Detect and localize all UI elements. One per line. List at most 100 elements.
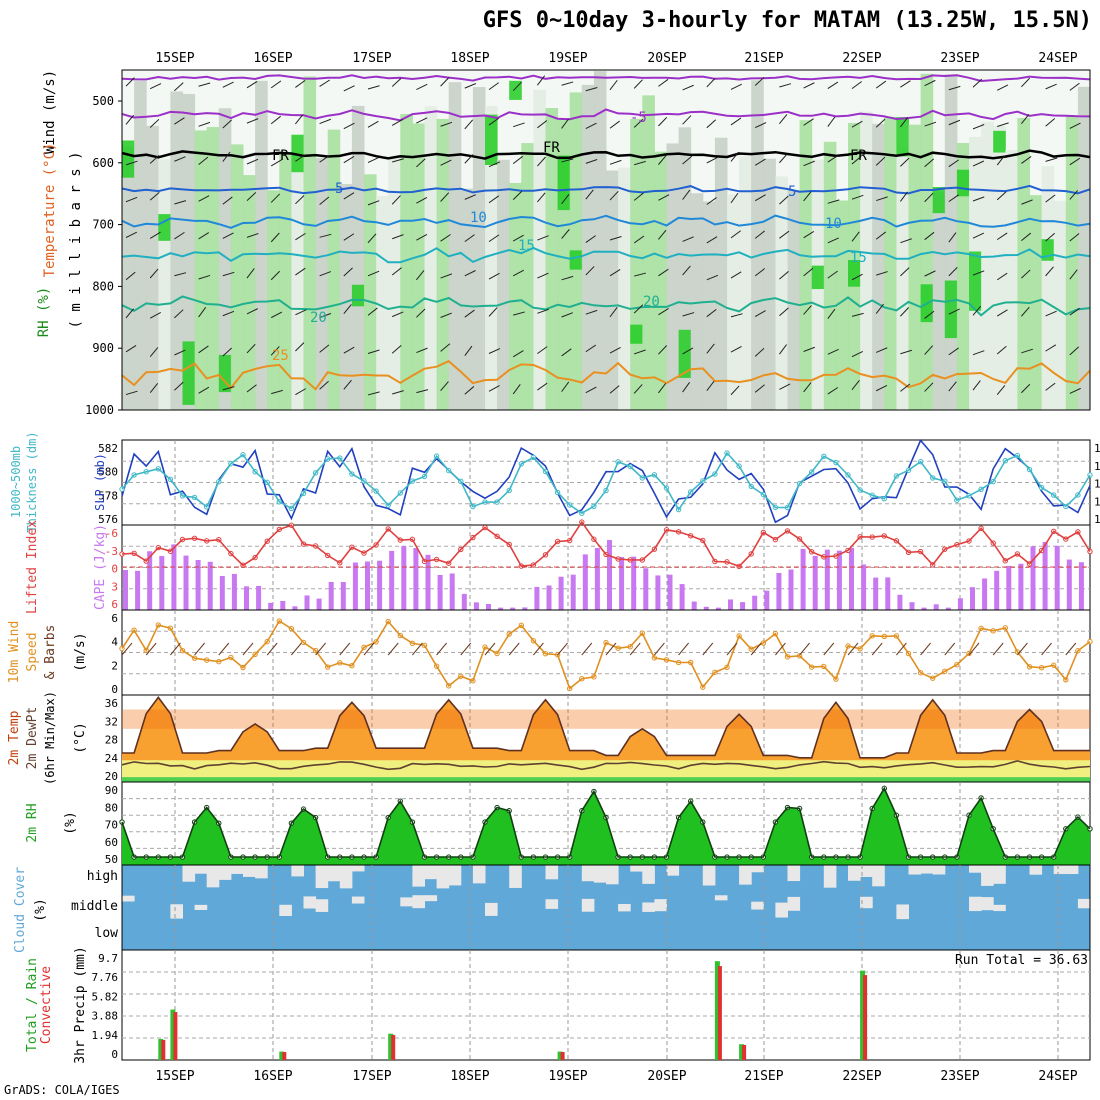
rh2m-tick: 50 bbox=[105, 853, 118, 866]
wind-barb bbox=[440, 234, 451, 242]
precip-panel-frame bbox=[121, 949, 1091, 1061]
li-tick: -3 bbox=[105, 545, 118, 558]
wind10-barb bbox=[896, 642, 907, 656]
rh-shade bbox=[182, 93, 196, 411]
wind-barb bbox=[513, 311, 525, 316]
wind-barb bbox=[634, 272, 646, 277]
wind-barb bbox=[996, 385, 1006, 395]
wind-barb bbox=[634, 160, 646, 166]
cape-bar bbox=[389, 550, 395, 610]
wind-barb bbox=[488, 234, 500, 243]
wind-barb bbox=[512, 350, 524, 358]
cloud-mid-gap bbox=[315, 899, 329, 912]
wind10-barb bbox=[557, 642, 568, 656]
wind10-barb bbox=[823, 642, 835, 656]
wind-barb bbox=[319, 313, 332, 318]
wind-barb bbox=[706, 197, 717, 205]
wind10-label-2: Speed bbox=[25, 632, 40, 671]
wind-barb bbox=[899, 191, 908, 202]
precip-axis-label: 3hr Precip (mm) bbox=[73, 946, 88, 1063]
wind-barb bbox=[1045, 157, 1058, 162]
pressure-tick-label: 1000 bbox=[85, 403, 114, 417]
wind-barb bbox=[585, 344, 597, 353]
wind-barb bbox=[512, 81, 522, 92]
bottom-day-label: 23SEP bbox=[940, 1069, 979, 1084]
wind-barb bbox=[1021, 114, 1030, 124]
wind10-barb bbox=[968, 642, 980, 656]
wind-barb bbox=[730, 345, 742, 353]
wind-barb bbox=[222, 271, 235, 277]
wind-barb bbox=[972, 196, 985, 202]
wind-barb bbox=[537, 346, 548, 355]
wind-barb bbox=[561, 229, 570, 239]
wind-barb bbox=[561, 312, 573, 318]
wind-barb bbox=[246, 80, 258, 89]
wind-barb bbox=[271, 389, 283, 395]
pressure-tick-label: 900 bbox=[92, 341, 114, 355]
rh-shade bbox=[666, 143, 680, 410]
wind-axis-label: Wind (m/s) bbox=[42, 70, 58, 154]
cape-bar bbox=[510, 607, 516, 610]
wind-barb bbox=[440, 381, 449, 392]
wind-barb bbox=[730, 151, 739, 162]
wind-barb bbox=[827, 199, 840, 204]
wind-barb bbox=[537, 156, 546, 167]
cape-bar bbox=[861, 564, 867, 610]
wind-barb bbox=[319, 155, 330, 163]
wind-barb bbox=[997, 122, 1009, 127]
wind10-barb bbox=[629, 642, 641, 656]
wind10-barb bbox=[218, 642, 230, 656]
wind-barb bbox=[198, 195, 210, 202]
t2m-tick: 32 bbox=[105, 715, 118, 728]
wind-barb bbox=[682, 265, 691, 276]
cloud-mid-gap bbox=[751, 901, 764, 910]
wind-barb bbox=[1021, 348, 1033, 354]
rh-shade bbox=[1017, 117, 1030, 410]
wind-barb bbox=[948, 267, 958, 277]
rh-shade bbox=[1005, 150, 1018, 411]
wind-barb bbox=[779, 230, 790, 239]
cape-bar bbox=[631, 556, 637, 610]
wind-barb bbox=[270, 232, 280, 243]
wind-barb bbox=[343, 155, 355, 164]
wind-barb bbox=[512, 269, 525, 277]
contour-label: 15 bbox=[850, 250, 867, 266]
rh-shade bbox=[460, 188, 474, 410]
cape-bar bbox=[957, 598, 963, 610]
wind-barb bbox=[803, 305, 812, 315]
wind-barb bbox=[754, 158, 766, 166]
wind-barb bbox=[149, 191, 160, 201]
wind-barb bbox=[295, 342, 305, 352]
wind-barb bbox=[174, 117, 185, 125]
wind-barb bbox=[198, 345, 209, 354]
wind-barb bbox=[1069, 307, 1080, 316]
wind10-barb bbox=[581, 642, 593, 656]
wind-barb bbox=[875, 231, 887, 240]
wind-barb bbox=[270, 193, 281, 203]
precip-total-label: Total / Rain bbox=[25, 958, 40, 1052]
wind-barb bbox=[1069, 190, 1079, 200]
cape-bar bbox=[219, 575, 225, 610]
wind-barb bbox=[996, 232, 1008, 241]
cloud-high-gap bbox=[1065, 865, 1079, 875]
rh-high-patch bbox=[351, 284, 365, 307]
rh-shade bbox=[388, 157, 401, 410]
wind-barb bbox=[149, 347, 159, 358]
wind-barb bbox=[827, 81, 839, 90]
cape-bar bbox=[1078, 562, 1084, 610]
wind-barb bbox=[222, 386, 235, 391]
wind-barb bbox=[706, 119, 717, 129]
wind-barb bbox=[416, 308, 426, 318]
cloud-high-gap bbox=[291, 865, 304, 877]
wind-barb bbox=[198, 156, 209, 166]
cape-bar bbox=[231, 573, 237, 610]
wind-barb bbox=[779, 114, 788, 125]
wind-barb bbox=[924, 270, 936, 277]
cloud-high-gap bbox=[823, 865, 837, 888]
cape-bar bbox=[292, 606, 298, 610]
cape-bar bbox=[933, 604, 939, 610]
cape-bar bbox=[655, 575, 661, 610]
cloud-high-gap bbox=[920, 865, 934, 874]
rh-high-patch bbox=[218, 354, 232, 393]
contour-label: -5 bbox=[630, 110, 647, 126]
